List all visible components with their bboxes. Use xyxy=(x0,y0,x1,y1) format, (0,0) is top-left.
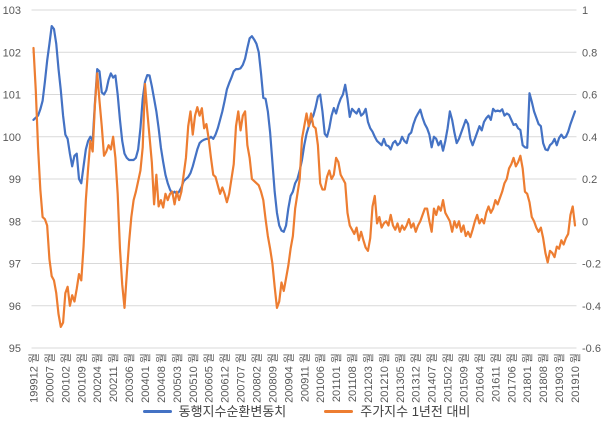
x-axis-tick: 201910 월 xyxy=(569,353,582,403)
x-axis-tick: 201611 월 xyxy=(489,353,502,402)
y-axis-right-tick: 0 xyxy=(582,216,588,228)
x-axis-labels: 199912 월 200007 월 200102 월 200109 월 200204 월… xyxy=(28,353,583,403)
x-axis-tick: 200007 월 xyxy=(43,353,56,403)
legend-item-coincident-index: 동행지수순환변동치 xyxy=(142,404,287,419)
y-axis-right-tick: -0.2 xyxy=(582,259,601,271)
x-axis-tick: 200911 월 xyxy=(298,353,311,402)
x-axis-tick: 201203 월 xyxy=(362,353,375,403)
x-axis-tick: 200102 월 xyxy=(59,353,72,403)
x-axis-tick: 200503 월 xyxy=(171,353,184,403)
x-axis-tick: 200707 월 xyxy=(235,353,248,403)
x-axis-tick: 201407 월 xyxy=(426,353,439,403)
legend: 동행지수순환변동치 주가지수 1년전 대비 xyxy=(0,405,613,418)
gridlines xyxy=(31,9,577,349)
x-axis-tick: 200809 월 xyxy=(266,353,279,403)
series-lines xyxy=(32,24,577,328)
x-axis-tick: 201312 월 xyxy=(410,353,423,403)
x-axis-tick: 201808 월 xyxy=(537,353,550,403)
y-axis-left-tick: 98 xyxy=(9,216,21,228)
y-axis-left-tick: 96 xyxy=(9,301,21,313)
x-axis-tick: 201604 월 xyxy=(473,353,486,403)
x-axis-tick: 201210 월 xyxy=(378,353,391,403)
y-axis-right-tick: -0.6 xyxy=(582,343,601,355)
x-axis-tick: 201903 월 xyxy=(553,353,566,403)
x-axis-tick: 200204 월 xyxy=(91,353,104,403)
x-axis-tick: 200401 월 xyxy=(139,353,152,403)
y-axis-left-tick: 99 xyxy=(9,174,21,186)
x-axis-tick: 200904 월 xyxy=(282,353,295,403)
x-axis-tick: 200109 월 xyxy=(75,353,88,403)
legend-label-coincident-index: 동행지수순환변동치 xyxy=(178,404,287,419)
orange-line-swatch xyxy=(324,409,354,414)
x-axis-tick: 201305 월 xyxy=(394,353,407,403)
y-axis-right-tick: 1 xyxy=(582,5,588,17)
blue-line-swatch xyxy=(142,409,172,414)
x-axis-tick: 200211 월 xyxy=(107,353,120,402)
y-axis-right-tick: 0.4 xyxy=(582,132,597,144)
x-axis-tick: 200510 월 xyxy=(187,353,200,403)
y-axis-right-tick: 0.8 xyxy=(582,47,597,59)
x-axis-tick: 200306 월 xyxy=(123,353,136,403)
y-axis-right-labels: 1 0.8 0.6 0.4 0.2 0 -0.2 -0.4 -0.6 xyxy=(582,5,601,355)
x-axis-tick: 201101 월 xyxy=(330,353,343,402)
y-axis-left-labels: 103 102 101 100 99 98 97 96 95 xyxy=(3,5,21,355)
x-axis-tick: 201509 월 xyxy=(458,353,471,403)
y-axis-right-tick: 0.6 xyxy=(582,90,597,102)
x-axis-tick: 200612 월 xyxy=(219,353,232,403)
x-axis-tick: 201006 월 xyxy=(314,353,327,403)
y-axis-left-tick: 102 xyxy=(3,47,21,59)
x-axis-tick: 200605 월 xyxy=(203,353,216,403)
y-axis-left-tick: 97 xyxy=(9,259,21,271)
y-axis-left-tick: 103 xyxy=(3,5,21,17)
legend-item-stock-index-yoy: 주가지수 1년전 대비 xyxy=(324,405,470,418)
x-axis-tick: 201801 월 xyxy=(521,353,534,403)
x-axis-tick: 201502 월 xyxy=(442,353,455,403)
y-axis-right-tick: -0.4 xyxy=(582,301,601,313)
x-axis-tick: 199912 월 xyxy=(28,353,41,403)
x-axis-tick: 200802 월 xyxy=(250,353,263,403)
y-axis-left-tick: 95 xyxy=(9,343,21,355)
stock-index-yoy-line xyxy=(32,46,577,328)
x-axis-tick: 201108 월 xyxy=(346,353,359,402)
x-axis-tick: 200408 월 xyxy=(155,353,168,403)
y-axis-left-tick: 101 xyxy=(3,90,21,102)
coincident-index-line xyxy=(32,24,577,233)
y-axis-right-tick: 0.2 xyxy=(582,174,597,186)
y-axis-left-tick: 100 xyxy=(3,132,21,144)
legend-label-stock-index-yoy: 주가지수 1년전 대비 xyxy=(360,404,471,419)
x-axis-tick: 201706 월 xyxy=(505,353,518,403)
